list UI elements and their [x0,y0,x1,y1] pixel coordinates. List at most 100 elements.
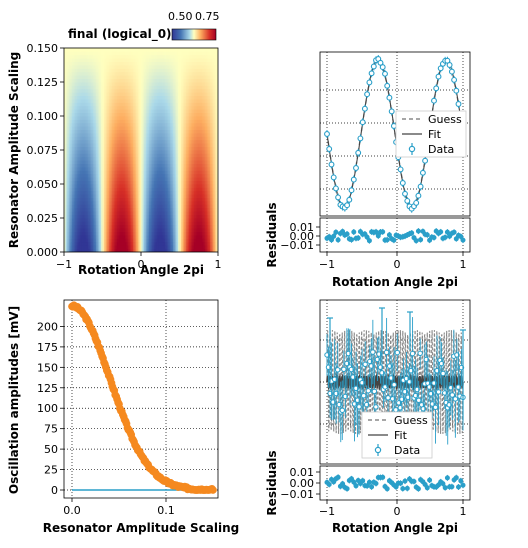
heatmap-cell [173,221,176,226]
heatmap-cell [105,180,108,185]
heatmap-cell [141,95,143,100]
heatmap-cell [99,92,102,96]
heatmap-cell [147,207,150,212]
heatmap-cell [94,228,97,232]
heatmap-cell [116,238,119,243]
heatmap-cell [123,139,126,144]
heatmap-cell [76,235,79,239]
heatmap-cell [216,92,218,96]
heatmap-cell [108,126,111,130]
heatmap-cell [169,92,172,96]
heatmap-cell [100,187,103,192]
heatmap-cell [84,241,87,246]
heatmap-cell [112,112,115,117]
heatmap-cell [181,218,184,222]
heatmap-cell [198,133,201,137]
heatmap-cell [102,211,105,215]
heatmap-cell [142,88,145,93]
heatmap-cell [102,218,105,222]
heatmap-cell [155,184,158,188]
heatmap-cell [173,75,176,79]
heatmap-cell [174,197,177,202]
heatmap-cell [67,102,70,107]
heatmap-cell [136,214,139,219]
heatmap-cell [208,231,211,236]
heatmap-cell [123,133,126,137]
heatmap-cell [75,136,78,141]
heatmap-cell [152,109,155,113]
heatmap-cell [161,136,164,141]
heatmap-cell [126,235,129,239]
heatmap-cell [192,133,195,137]
heatmap-cell [205,143,208,147]
heatmap-cell [100,153,103,158]
heatmap-cell [157,218,160,222]
heatmap-cell [184,105,187,110]
heatmap-cell [131,187,134,192]
heatmap-cell [96,150,99,154]
heatmap-cell [177,139,180,144]
heatmap-cell [144,248,147,252]
heatmap-cell [84,218,87,222]
heatmap-cell [190,119,193,124]
heatmap-cell [68,153,71,158]
heatmap-cell [137,187,140,192]
heatmap-cell [137,153,140,158]
heatmap-cell [145,160,148,164]
heatmap-cell [132,194,135,198]
heatmap-cell [158,221,161,226]
heatmap-cell [112,139,115,144]
heatmap-cell [203,129,206,134]
heatmap-cell [80,116,83,120]
heatmap-cell [86,194,89,198]
heatmap-cell [201,105,204,110]
heatmap-cell [213,92,216,96]
heatmap-cell [216,238,218,243]
heatmap-cell [78,221,81,226]
heatmap-cell [91,218,94,222]
heatmap-cell [161,95,164,100]
heatmap-cell [158,82,161,86]
heatmap-cell [86,231,89,236]
heatmap-cell [70,146,73,151]
heatmap-cell [124,129,127,134]
heatmap-cell [92,153,95,158]
heatmap-cell [136,173,139,178]
heatmap-cell [72,221,75,226]
heatmap-cell [173,129,176,134]
heatmap-cell [128,194,131,198]
heatmap-cell [83,228,86,232]
heatmap-cell [176,146,179,151]
heatmap-cell [76,150,79,154]
heatmap-cell [152,241,155,246]
heatmap-cell [104,221,107,226]
heatmap-cell [165,150,168,154]
heatmap-cell [128,235,131,239]
heatmap-cell [214,116,217,120]
heatmap-cell [70,150,73,154]
heatmap-cell [169,105,172,110]
heatmap-cell [86,122,89,127]
heatmap-cell [88,129,91,134]
heatmap-cell [169,150,172,154]
heatmap-cell [185,150,188,154]
heatmap-cell [189,190,192,195]
heatmap-cell [76,184,79,188]
heatmap-cell [197,214,200,219]
heatmap-cell [214,167,217,171]
heatmap-cell [72,204,75,209]
heatmap-cell [64,173,66,178]
heatmap-cell [142,119,145,124]
heatmap-cell [190,214,193,219]
heatmap-cell [126,245,129,249]
heatmap-cell [120,143,123,147]
heatmap-cell [100,92,103,96]
heatmap-cell [168,99,171,103]
heatmap-cell [73,85,76,90]
heatmap-cell [115,231,118,236]
heatmap-cell [113,160,116,164]
heatmap-cell [105,248,108,252]
heatmap-cell [121,78,124,83]
heatmap-cell [152,75,155,79]
heatmap-cell [131,112,134,117]
